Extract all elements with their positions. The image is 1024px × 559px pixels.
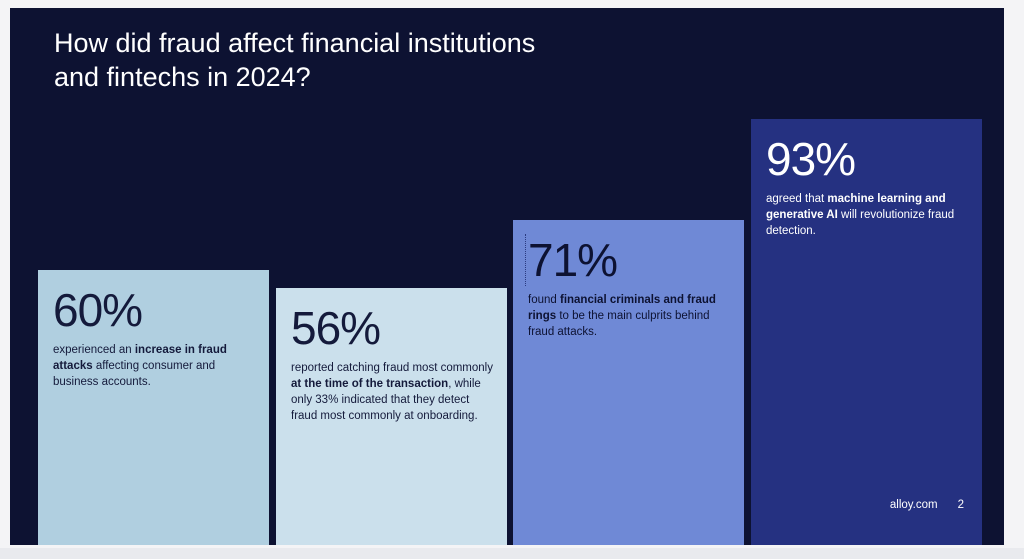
stat-description: experienced an increase in fraud attacks…: [53, 342, 255, 390]
slide: How did fraud affect financial instituti…: [10, 8, 1004, 545]
description-text: affecting consumer and business accounts…: [53, 360, 216, 388]
description-highlight: increase in fraud attacks: [53, 344, 227, 372]
description-text: found: [528, 294, 560, 306]
stat-value: 71%: [525, 234, 730, 286]
page-number: 2: [957, 499, 964, 511]
stat-description: found financial criminals and fraud ring…: [528, 292, 730, 340]
slide-footer: alloy.com 2: [890, 499, 964, 511]
description-highlight: at the time of the transaction: [291, 378, 449, 390]
description-text: will revolutionize fraud detection.: [766, 209, 955, 237]
stat-value: 93%: [766, 133, 856, 185]
description-highlight: machine learning and generative AI: [766, 193, 946, 221]
description-text: reported catching fraud most commonly: [291, 362, 493, 374]
description-text: to be the main culprits behind fraud att…: [528, 310, 710, 338]
stat-value: 60%: [53, 284, 143, 336]
description-text: agreed that: [766, 193, 828, 205]
footer-site: alloy.com: [889, 499, 938, 511]
stat-value: 56%: [291, 302, 381, 354]
stat-card-60: 60% experienced an increase in fraud att…: [38, 270, 269, 545]
slide-title: How did fraud affect financial instituti…: [54, 28, 536, 92]
stat-card-71: 71% found financial criminals and fraud …: [513, 220, 744, 545]
description-text: , while only 33% indicated that they det…: [291, 378, 481, 422]
stat-description: agreed that machine learning and generat…: [766, 191, 968, 239]
stat-card-93: 93% agreed that machine learning and gen…: [751, 119, 982, 545]
description-text: experienced an: [53, 344, 135, 356]
stat-description: reported catching fraud most commonly at…: [291, 360, 493, 424]
stat-card-56: 56% reported catching fraud most commonl…: [276, 288, 507, 545]
bottom-strip: [0, 548, 1024, 559]
description-highlight: financial criminals and fraud rings: [528, 294, 716, 322]
